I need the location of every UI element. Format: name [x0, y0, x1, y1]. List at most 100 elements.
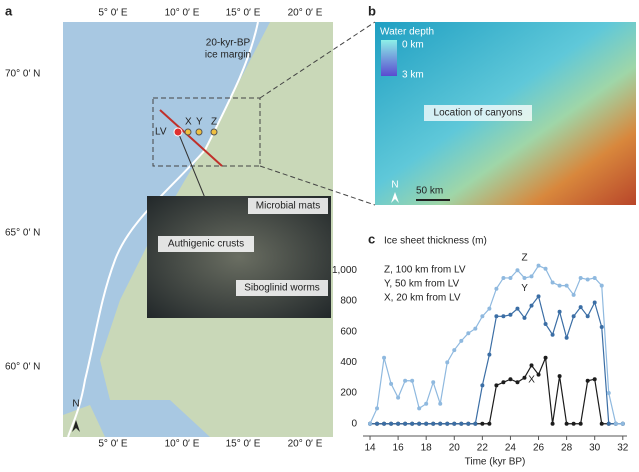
- ice-margin-label: 20-kyr-BP: [206, 38, 251, 49]
- lon-label: 20° 0′ E: [288, 439, 323, 450]
- data-point: [445, 421, 450, 426]
- lat-label: 60° 0′ N: [5, 362, 40, 373]
- data-point: [564, 335, 569, 340]
- data-point: [536, 294, 541, 299]
- connector: [259, 21, 376, 99]
- depth-legend: [381, 40, 397, 76]
- data-point: [543, 355, 548, 360]
- data-point: [606, 391, 611, 396]
- data-point: [557, 283, 562, 288]
- inset-box: [152, 97, 261, 167]
- data-point: [585, 277, 590, 282]
- data-point: [487, 421, 492, 426]
- legend-label: Z, 100 km from LV: [384, 265, 466, 276]
- legend-label: Y, 50 km from LV: [384, 279, 460, 290]
- data-point: [438, 401, 443, 406]
- y-tick-label: 400: [340, 357, 357, 368]
- x-tick-label: 28: [561, 443, 573, 454]
- data-point: [550, 280, 555, 285]
- data-point: [403, 421, 408, 426]
- data-point: [473, 421, 478, 426]
- data-point: [389, 421, 394, 426]
- legend-label: X, 20 km from LV: [384, 293, 461, 304]
- data-point: [571, 421, 576, 426]
- data-point: [494, 383, 499, 388]
- data-point: [592, 275, 597, 280]
- data-point: [459, 338, 464, 343]
- data-point: [417, 406, 422, 411]
- data-point: [550, 332, 555, 337]
- site-marker: [195, 128, 203, 136]
- data-point: [375, 406, 380, 411]
- y-tick-label: 200: [340, 388, 357, 399]
- lat-label: 70° 0′ N: [5, 69, 40, 80]
- data-point: [522, 275, 527, 280]
- legend-label: 3 km: [402, 70, 424, 81]
- ice-margin-label: ice margin: [205, 50, 251, 61]
- data-point: [424, 401, 429, 406]
- data-point: [508, 312, 513, 317]
- label-bg: [248, 198, 328, 214]
- data-point: [431, 380, 436, 385]
- data-point: [536, 263, 541, 268]
- x-tick-label: 20: [449, 443, 461, 454]
- data-point: [375, 421, 380, 426]
- data-point: [396, 421, 401, 426]
- data-point: [382, 421, 387, 426]
- data-point: [613, 421, 618, 426]
- label-bg: [424, 105, 532, 121]
- data-point: [557, 374, 562, 379]
- data-point: [396, 395, 401, 400]
- y-tick-label: 0: [351, 418, 357, 429]
- data-point: [501, 275, 506, 280]
- north-label: N: [391, 180, 398, 191]
- x-tick-label: 22: [477, 443, 489, 454]
- y-tick-label: 800: [340, 296, 357, 307]
- data-point: [585, 314, 590, 319]
- data-point: [473, 326, 478, 331]
- data-point: [508, 377, 513, 382]
- data-point: [494, 286, 499, 291]
- site-label: Y: [196, 117, 203, 128]
- data-point: [501, 314, 506, 319]
- data-point: [578, 421, 583, 426]
- data-point: [480, 421, 485, 426]
- data-point: [452, 348, 457, 353]
- photo-label: Siboglinid worms: [244, 283, 320, 294]
- data-point: [466, 421, 471, 426]
- lon-label: 10° 0′ E: [165, 439, 200, 450]
- data-point: [550, 421, 555, 426]
- data-point: [543, 321, 548, 326]
- data-point: [564, 283, 569, 288]
- x-axis-title: Time (kyr BP): [465, 457, 526, 468]
- x-tick-label: 30: [589, 443, 601, 454]
- lon-label: 15° 0′ E: [226, 439, 261, 450]
- data-point: [480, 314, 485, 319]
- x-tick-label: 14: [364, 443, 376, 454]
- data-point: [557, 309, 562, 314]
- data-point: [543, 266, 548, 271]
- data-point: [452, 421, 457, 426]
- y-tick-label: 1,000: [332, 265, 357, 276]
- data-point: [487, 352, 492, 357]
- photo-label: Authigenic crusts: [168, 239, 244, 250]
- y-tick-label: 600: [340, 326, 357, 337]
- data-point: [529, 303, 534, 308]
- site-marker: [210, 128, 218, 136]
- panel-letter: a: [5, 3, 13, 18]
- data-point: [585, 378, 590, 383]
- series-label: X: [528, 374, 535, 385]
- series-label: Y: [521, 283, 528, 294]
- data-point: [410, 378, 415, 383]
- scale-label: 50 km: [416, 186, 443, 197]
- data-point: [501, 380, 506, 385]
- data-point: [382, 355, 387, 360]
- annotation: Location of canyons: [434, 108, 523, 119]
- label-bg: [236, 280, 328, 296]
- data-point: [466, 331, 471, 336]
- data-point: [606, 421, 611, 426]
- legend-label: 0 km: [402, 40, 424, 51]
- x-tick-label: 24: [505, 443, 517, 454]
- data-point: [508, 275, 513, 280]
